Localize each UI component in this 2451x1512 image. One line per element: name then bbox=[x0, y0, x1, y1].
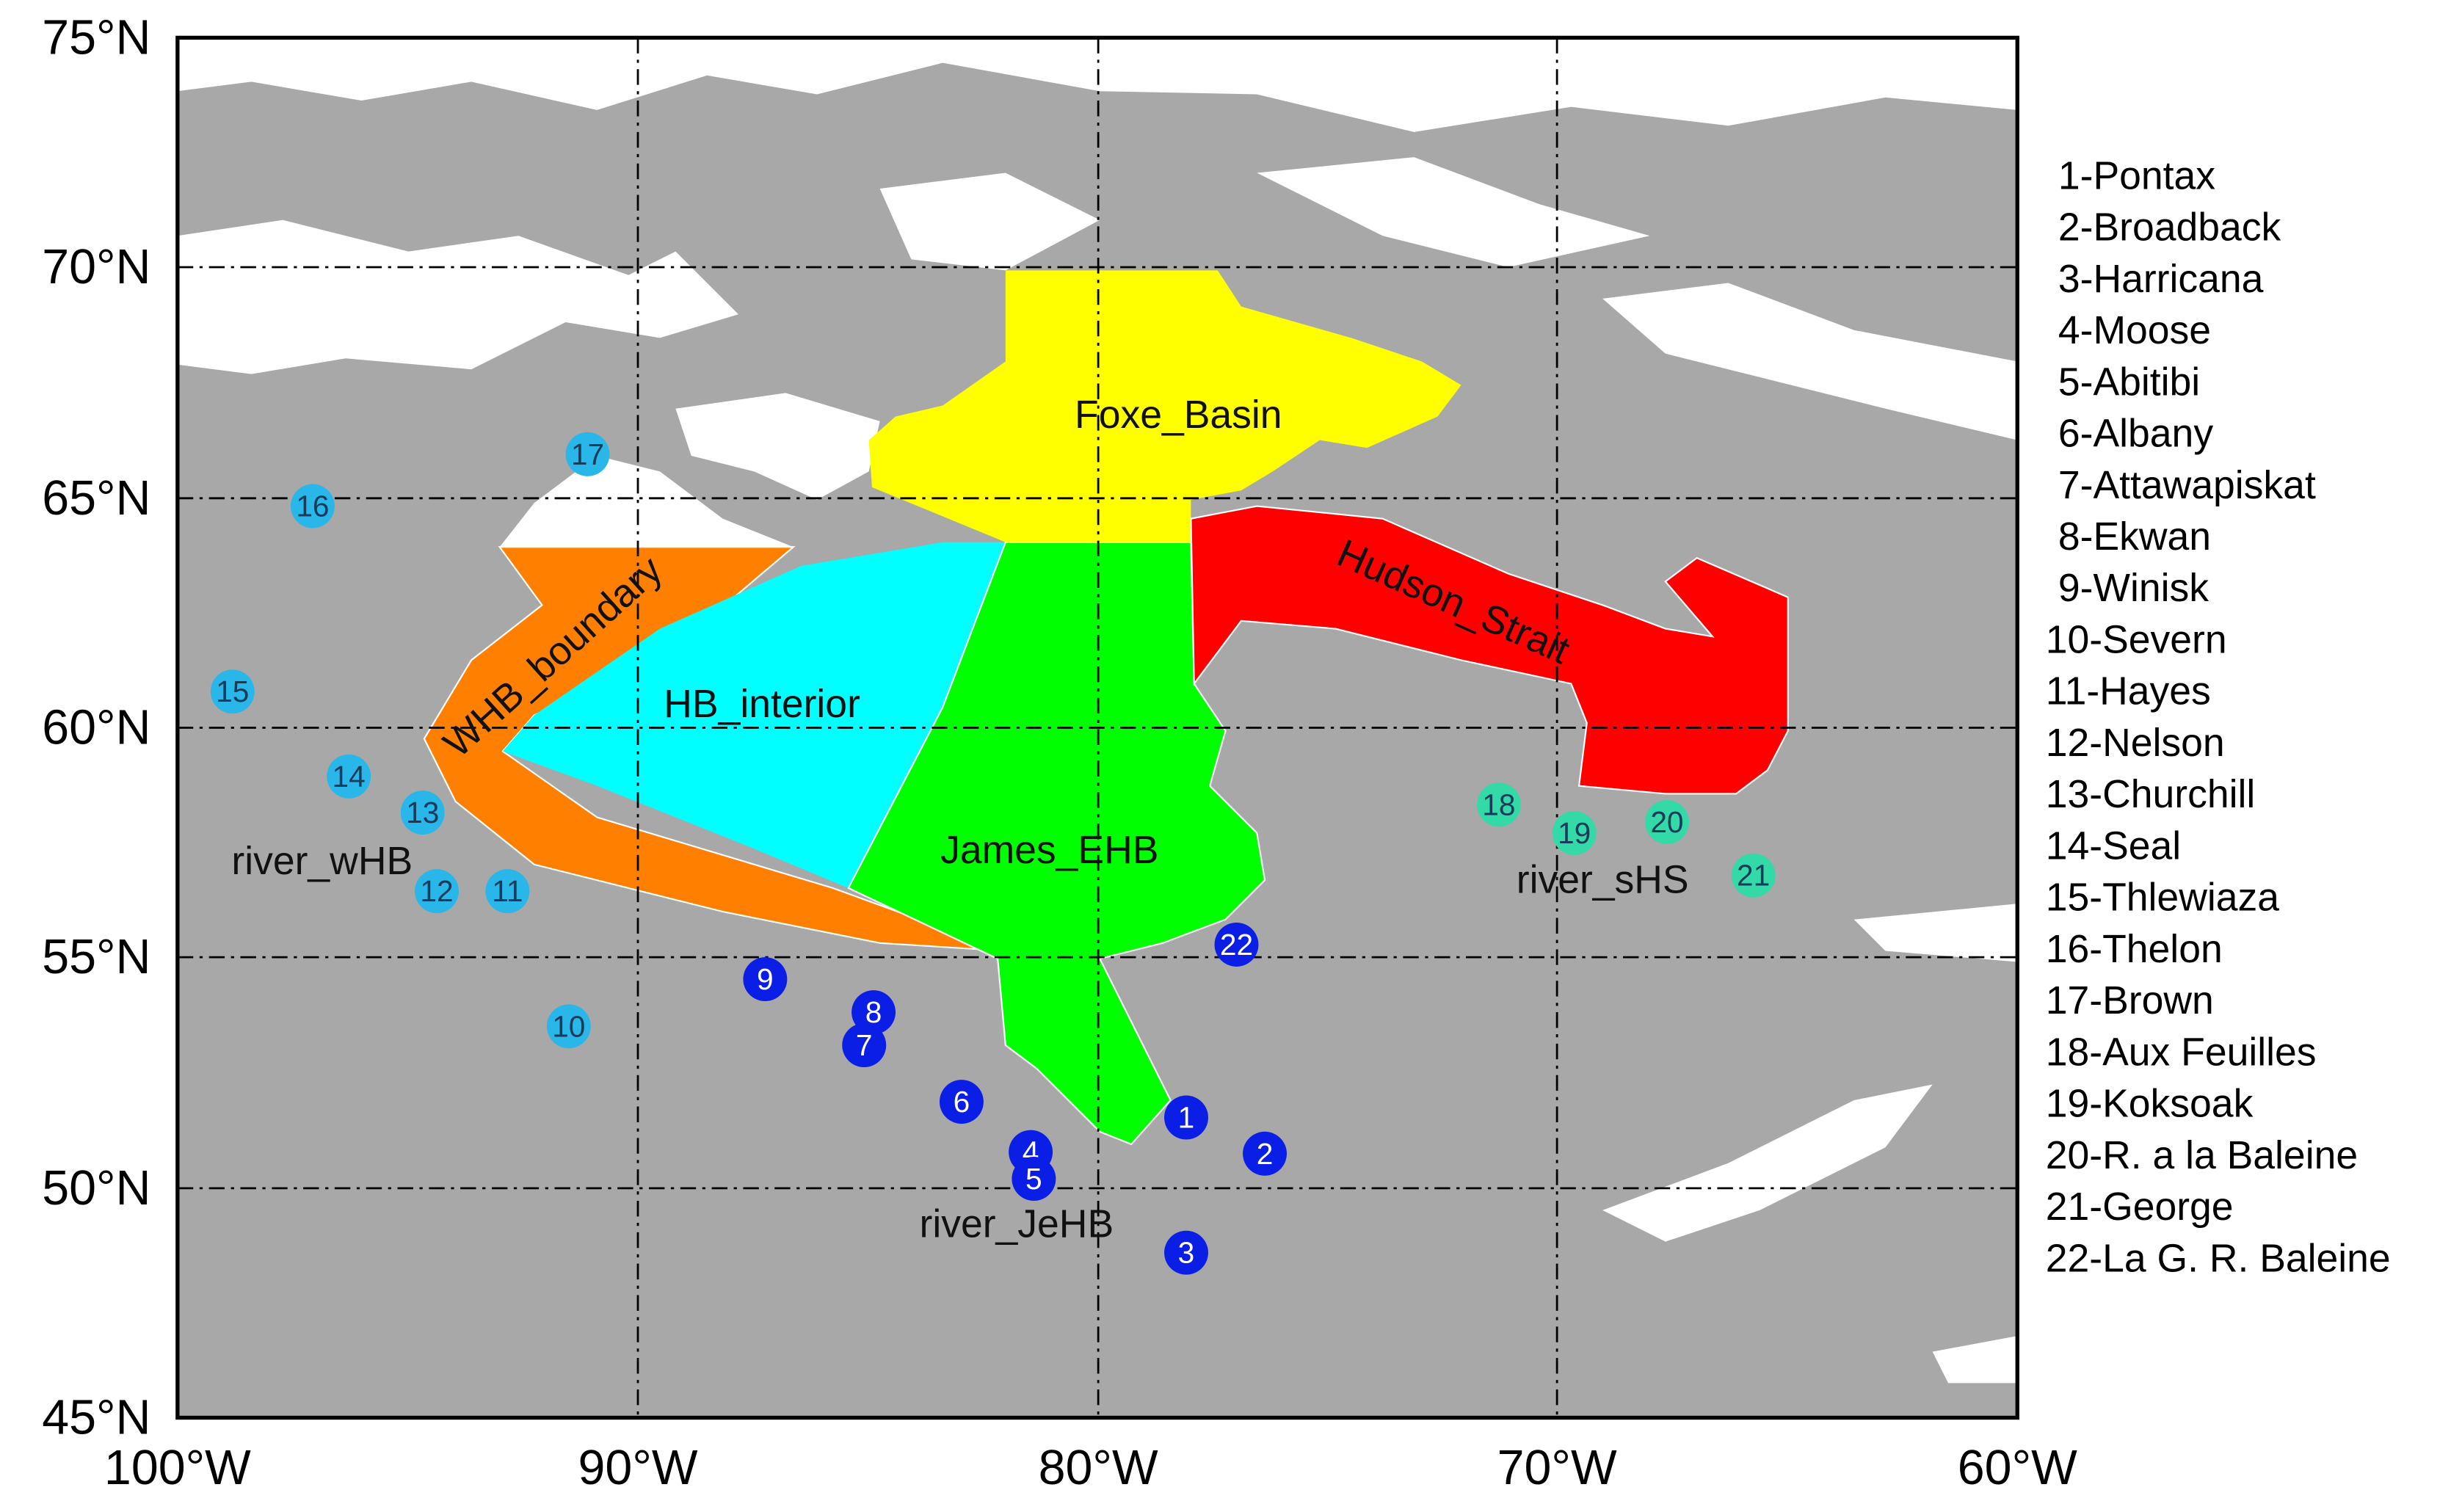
region-foxe-basin bbox=[868, 270, 1461, 542]
legend-entry: 3-Harricana bbox=[2058, 258, 2264, 301]
lat-label: 55°N bbox=[42, 930, 150, 984]
station-marker bbox=[1164, 1095, 1208, 1140]
station-marker bbox=[210, 669, 255, 714]
station-number: 20 bbox=[1650, 805, 1683, 839]
legend-entry: 2-Broadback bbox=[2058, 206, 2281, 250]
station-marker bbox=[852, 990, 896, 1035]
legend-entry: 18-Aux Feuilles bbox=[2046, 1031, 2317, 1074]
lon-label: 70°W bbox=[1497, 1441, 1617, 1495]
station-number: 22 bbox=[1220, 928, 1253, 962]
station-number: 19 bbox=[1558, 816, 1591, 850]
lat-label: 75°N bbox=[42, 10, 150, 65]
station-number: 18 bbox=[1482, 788, 1515, 821]
lat-label: 70°N bbox=[42, 240, 150, 294]
station-marker bbox=[327, 754, 371, 799]
region-hudson-strait bbox=[1190, 505, 1789, 795]
station-marker bbox=[939, 1080, 984, 1124]
legend-entry: 12-Nelson bbox=[2046, 722, 2225, 765]
station-marker bbox=[546, 1004, 591, 1049]
station-number: 15 bbox=[216, 675, 249, 708]
legend-entry: 15-Thlewiaza bbox=[2046, 876, 2279, 920]
station-number: 5 bbox=[1025, 1162, 1042, 1196]
region-label: James_EHB bbox=[940, 829, 1158, 872]
legend-entry: 11-Hayes bbox=[2046, 670, 2211, 713]
legend-entry: 14-Seal bbox=[2046, 824, 2181, 868]
river-group-label: river_wHB bbox=[231, 840, 413, 883]
lat-label: 45°N bbox=[42, 1391, 150, 1445]
river-group-label: river_sHS bbox=[1517, 859, 1689, 902]
station-marker bbox=[565, 432, 610, 476]
legend-entry: 9-Winisk bbox=[2058, 567, 2209, 610]
legend-entry: 4-Moose bbox=[2058, 309, 2211, 352]
station-number: 7 bbox=[856, 1028, 873, 1062]
station-number: 10 bbox=[552, 1009, 585, 1043]
station-marker bbox=[415, 869, 459, 914]
frame bbox=[175, 35, 2019, 1420]
station-number: 1 bbox=[1178, 1101, 1195, 1135]
lon-label: 80°W bbox=[1039, 1441, 1158, 1495]
legend-entry: 20-R. a la Baleine bbox=[2046, 1134, 2358, 1177]
legend-entry: 17-Brown bbox=[2046, 979, 2214, 1022]
lat-label: 50°N bbox=[42, 1161, 150, 1215]
station-marker bbox=[290, 484, 335, 528]
station-number: 2 bbox=[1257, 1137, 1274, 1171]
station-marker bbox=[842, 1023, 887, 1067]
region-label: HB_interior bbox=[664, 683, 860, 726]
region-james-ehb bbox=[847, 541, 1266, 1146]
lat-label: 65°N bbox=[42, 471, 150, 526]
station-marker bbox=[400, 790, 445, 835]
legend-entry: 5-Abitibi bbox=[2058, 360, 2200, 404]
station-marker bbox=[1012, 1157, 1056, 1202]
legend-entry: 7-Attawapiskat bbox=[2058, 464, 2316, 507]
station-marker bbox=[1731, 853, 1776, 898]
legend-entry: 8-Ekwan bbox=[2058, 515, 2211, 559]
station-marker bbox=[1476, 782, 1521, 827]
lon-label: 90°W bbox=[578, 1441, 698, 1495]
station-number: 21 bbox=[1737, 859, 1770, 893]
region-label: Foxe_Basin bbox=[1075, 393, 1282, 437]
legend-entry: 19-Koksoak bbox=[2046, 1083, 2254, 1126]
station-marker bbox=[1214, 922, 1259, 967]
station-number: 8 bbox=[865, 995, 882, 1029]
station-marker bbox=[1644, 799, 1689, 844]
station-marker bbox=[1243, 1131, 1287, 1176]
station-number: 17 bbox=[571, 437, 604, 471]
region-hb-interior bbox=[502, 542, 1006, 888]
station-number: 6 bbox=[954, 1085, 970, 1119]
map-area bbox=[177, 37, 2018, 1418]
legend-entry: 6-Albany bbox=[2058, 412, 2213, 456]
lon-label: 100°W bbox=[104, 1441, 251, 1495]
legend-entry: 1-Pontax bbox=[2058, 154, 2215, 197]
legend-entry: 10-Severn bbox=[2046, 618, 2227, 661]
graticule bbox=[177, 37, 2018, 1418]
river-group-label: river_JeHB bbox=[920, 1203, 1114, 1246]
station-marker bbox=[743, 957, 788, 1002]
legend: 1-Pontax 2-Broadback 3-Harricana 4-Moose 5-A… bbox=[2046, 154, 2391, 1280]
legend-entry: 21-George bbox=[2046, 1185, 2234, 1229]
lat-label: 60°N bbox=[42, 700, 150, 755]
station-number: 16 bbox=[296, 490, 329, 523]
station-number: 12 bbox=[420, 874, 453, 908]
lon-label: 60°W bbox=[1958, 1441, 2077, 1495]
station-marker bbox=[1164, 1230, 1208, 1275]
station-marker bbox=[1552, 810, 1597, 855]
station-number: 3 bbox=[1178, 1236, 1195, 1270]
legend-entry: 16-Thelon bbox=[2046, 928, 2223, 971]
station-number: 11 bbox=[492, 874, 523, 908]
station-number: 14 bbox=[333, 760, 366, 793]
legend-entry: 13-Churchill bbox=[2046, 773, 2255, 816]
station-marker bbox=[485, 869, 530, 914]
station-number: 9 bbox=[757, 962, 774, 996]
station-number: 13 bbox=[406, 796, 439, 829]
legend-entry: 22-La G. R. Baleine bbox=[2046, 1237, 2391, 1280]
